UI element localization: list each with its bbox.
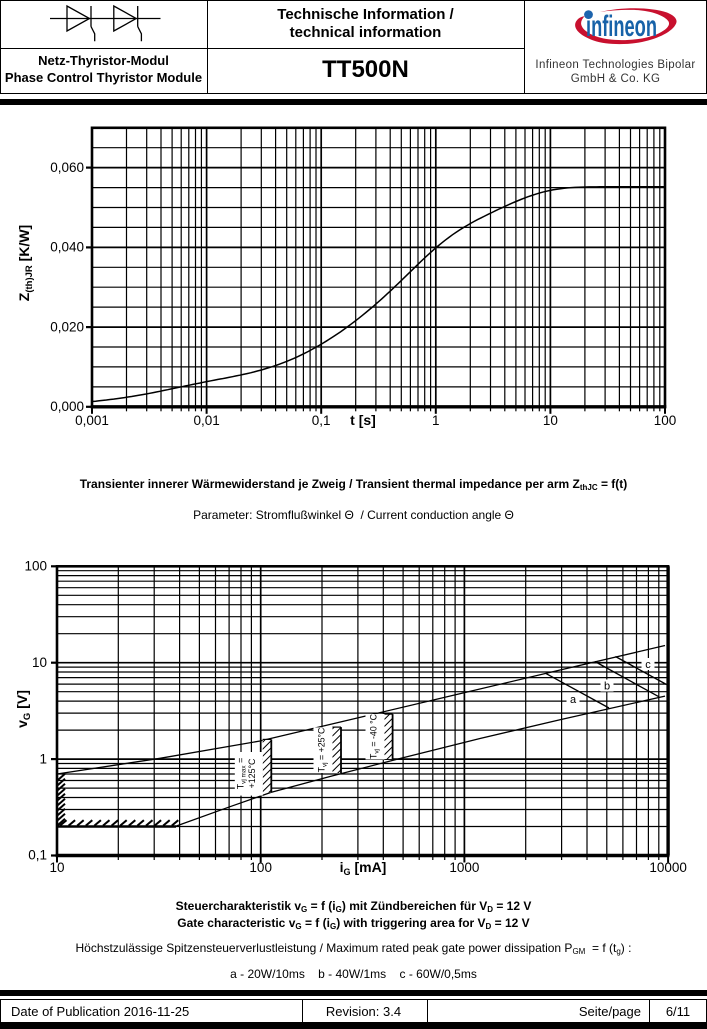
svg-text:c: c [645, 659, 651, 671]
svg-text:10: 10 [32, 655, 47, 670]
svg-text:a: a [570, 694, 577, 706]
svg-text:0,020: 0,020 [50, 319, 84, 334]
svg-text:0,1: 0,1 [28, 848, 47, 863]
svg-text:iG [mA]: iG [mA] [340, 859, 387, 877]
svg-text:0,01: 0,01 [193, 413, 219, 428]
svg-text:10: 10 [543, 413, 558, 428]
svg-text:0,001: 0,001 [75, 413, 109, 428]
svg-text:100: 100 [249, 860, 272, 875]
svg-text:1000: 1000 [449, 860, 479, 875]
svg-text:t [s]: t [s] [350, 412, 376, 428]
svg-text:10000: 10000 [649, 860, 687, 875]
svg-text:b: b [604, 681, 610, 693]
svg-text:0,040: 0,040 [50, 240, 84, 255]
svg-text:100: 100 [24, 559, 47, 574]
svg-text:100: 100 [654, 413, 677, 428]
svg-text:Z(th)JR [K/W]: Z(th)JR [K/W] [16, 225, 35, 301]
svg-text:infineon: infineon [586, 10, 657, 43]
svg-text:0,060: 0,060 [50, 160, 84, 175]
svg-text:Tvj = -40 °C: Tvj = -40 °C [369, 713, 381, 759]
svg-text:0,1: 0,1 [312, 413, 331, 428]
svg-text:1: 1 [39, 751, 47, 766]
svg-text:0,000: 0,000 [50, 399, 84, 414]
svg-text:10: 10 [49, 860, 64, 875]
svg-text:+125°C: +125°C [247, 758, 257, 788]
svg-text:vG [V]: vG [V] [14, 690, 33, 728]
svg-text:Tvj = +25°C: Tvj = +25°C [317, 727, 329, 772]
svg-text:1: 1 [432, 413, 440, 428]
